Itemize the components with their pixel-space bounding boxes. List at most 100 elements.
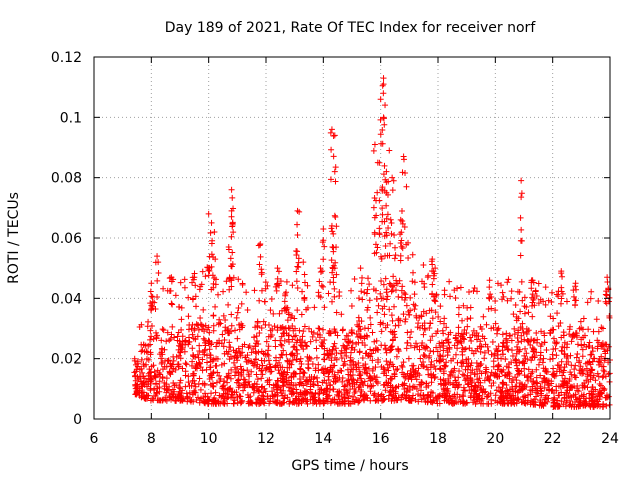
- data-point: [467, 369, 474, 376]
- data-point: [527, 391, 534, 398]
- data-point: [482, 388, 489, 395]
- data-point: [444, 352, 451, 359]
- data-point: [201, 346, 208, 353]
- data-point: [320, 399, 327, 406]
- data-point: [393, 353, 400, 360]
- data-point: [468, 390, 475, 397]
- data-point: [509, 385, 516, 392]
- data-point: [436, 365, 443, 372]
- data-point: [342, 336, 349, 343]
- y-tick-labels: 0 0.02 0.04 0.06 0.08 0.1 0.12: [51, 50, 82, 428]
- data-point: [290, 327, 297, 334]
- data-point: [196, 286, 203, 293]
- data-point: [228, 366, 235, 373]
- data-point: [504, 346, 511, 353]
- data-point: [377, 290, 384, 297]
- data-point: [244, 352, 251, 359]
- data-point: [199, 268, 206, 275]
- data-point: [460, 387, 467, 394]
- data-point: [556, 366, 563, 373]
- data-point: [471, 397, 478, 404]
- data-point: [331, 132, 338, 139]
- data-point: [359, 274, 366, 281]
- data-point: [478, 325, 485, 332]
- data-point: [358, 288, 365, 295]
- data-point: [399, 245, 406, 252]
- data-point: [417, 387, 424, 394]
- data-point: [458, 339, 465, 346]
- data-point: [413, 385, 420, 392]
- data-point: [350, 393, 357, 400]
- data-point: [334, 400, 341, 407]
- data-point: [330, 153, 337, 160]
- data-point: [602, 298, 609, 305]
- data-point: [318, 366, 325, 373]
- data-point: [393, 366, 400, 373]
- data-point: [437, 353, 444, 360]
- data-point: [524, 328, 531, 335]
- data-point: [566, 331, 573, 338]
- data-point: [383, 358, 390, 365]
- data-point: [380, 114, 387, 121]
- data-point: [518, 383, 525, 390]
- data-point: [452, 351, 459, 358]
- data-point: [411, 344, 418, 351]
- data-point: [339, 326, 346, 333]
- data-point: [485, 392, 492, 399]
- data-point: [154, 277, 161, 284]
- data-point: [372, 347, 379, 354]
- data-point: [333, 309, 340, 316]
- data-point: [499, 379, 506, 386]
- data-point: [411, 291, 418, 298]
- data-point: [175, 363, 182, 370]
- data-point: [182, 337, 189, 344]
- data-point: [313, 354, 320, 361]
- data-point: [320, 340, 327, 347]
- data-point: [521, 310, 528, 317]
- data-point: [547, 356, 554, 363]
- data-point: [183, 361, 190, 368]
- data-point: [305, 325, 312, 332]
- data-point: [338, 393, 345, 400]
- data-point: [201, 339, 208, 346]
- data-point: [281, 368, 288, 375]
- data-point: [499, 331, 506, 338]
- data-point: [402, 291, 409, 298]
- data-point: [590, 355, 597, 362]
- data-point: [259, 371, 266, 378]
- data-point: [208, 263, 215, 270]
- data-point: [394, 397, 401, 404]
- data-point: [341, 383, 348, 390]
- data-point: [159, 374, 166, 381]
- data-point: [557, 300, 564, 307]
- data-point: [244, 382, 251, 389]
- data-point: [355, 295, 362, 302]
- data-point: [475, 393, 482, 400]
- data-point: [373, 296, 380, 303]
- data-point: [309, 333, 316, 340]
- data-point: [507, 332, 514, 339]
- data-point: [452, 334, 459, 341]
- data-point: [382, 324, 389, 331]
- data-point: [176, 304, 183, 311]
- data-point: [441, 315, 448, 322]
- data-point: [574, 341, 581, 348]
- data-point: [397, 216, 404, 223]
- y-tick-label: 0.12: [51, 50, 82, 66]
- data-point: [567, 323, 574, 330]
- data-point: [244, 306, 251, 313]
- data-point: [569, 401, 576, 408]
- data-point: [432, 265, 439, 272]
- data-point: [508, 347, 515, 354]
- data-point: [563, 399, 570, 406]
- data-point: [537, 385, 544, 392]
- data-point: [258, 392, 265, 399]
- data-point: [403, 345, 410, 352]
- data-point: [160, 327, 167, 334]
- data-point: [585, 326, 592, 333]
- data-point: [229, 249, 236, 256]
- data-point: [380, 75, 387, 82]
- data-point: [431, 297, 438, 304]
- data-point: [188, 362, 195, 369]
- data-point: [377, 131, 384, 138]
